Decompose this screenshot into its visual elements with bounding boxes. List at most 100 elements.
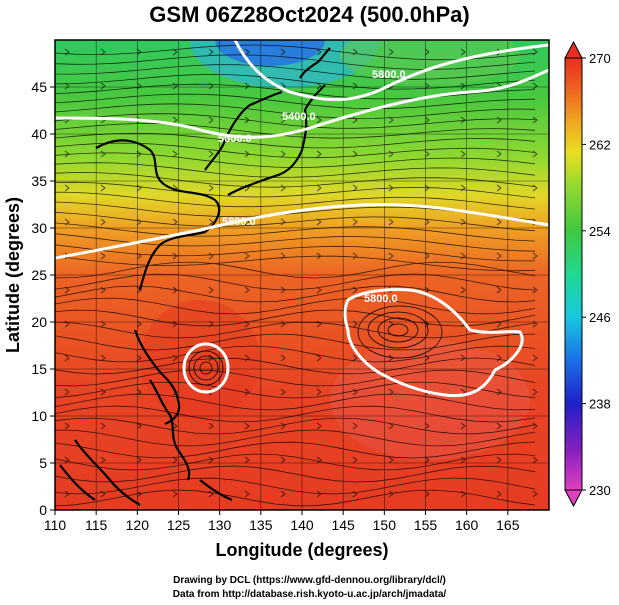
flow-arrow [280,388,286,396]
flow-arrow [244,490,250,498]
streamline [55,453,536,471]
flow-arrow [388,184,394,192]
flow-arrow [316,150,322,158]
flow-arrow [64,456,70,464]
flow-arrow [316,218,322,226]
flow-arrow [136,456,142,464]
x-tick-label: 130 [208,517,232,533]
x-tick-label: 135 [249,517,273,533]
flow-arrow [208,422,214,430]
streamline [55,309,536,327]
flow-arrow [100,286,106,294]
flow-arrow [172,82,178,90]
streamline [55,142,536,159]
flow-arrow [496,422,502,430]
typhoon-center [188,350,224,386]
colorbar-tick-label: 270 [589,51,611,66]
height-contours [55,40,549,398]
flow-arrow [244,388,250,396]
contour-label: 5600.0 [218,133,252,145]
streamline [55,152,536,169]
y-tick-label: 20 [31,314,47,330]
contour-5600 [55,68,549,139]
flow-arrow [280,490,286,498]
y-axis-label: Latitude (degrees) [3,197,23,353]
flow-arrow [64,422,70,430]
contour-label: 5800.0 [364,293,398,305]
y-tick-label: 5 [39,455,47,471]
flow-arrow [136,150,142,158]
flow-arrow [388,388,394,396]
flow-arrow [208,252,214,260]
streamline [55,222,536,242]
flow-arrow [280,252,286,260]
flow-arrow [172,252,178,260]
flow-arrow [100,456,106,464]
y-tick-label: 40 [31,126,47,142]
flow-arrow [280,218,286,226]
flow-arrow [244,82,250,90]
flow-arrow [352,456,358,464]
x-tick-label: 145 [331,517,355,533]
colorbar-tick-label: 238 [589,397,611,412]
streamline [55,345,536,363]
x-axis: 110 115 120 125 130 135 140 145 150 155 160 165 [44,510,520,533]
flow-arrow [352,48,358,56]
anticyclone-center [357,305,443,359]
y-tick-label: 0 [39,502,47,518]
flow-arrow [424,286,430,294]
colorbar-tick-label: 254 [589,224,611,239]
flow-arrow [316,422,322,430]
flow-arrow [244,456,250,464]
colorbar-min-arrow [564,489,583,508]
flow-arrow [280,354,286,362]
flow-arrow [532,116,538,124]
flow-arrow [460,490,466,498]
flow-arrow [316,388,322,396]
streamline [55,255,536,272]
flow-arrow [64,150,70,158]
flow-arrow [172,456,178,464]
flow-arrow [280,150,286,158]
flow-arrow [136,354,142,362]
y-tick-label: 45 [31,79,47,95]
flow-arrow [280,48,286,56]
flow-arrow [64,286,70,294]
flow-arrow [136,422,142,430]
credit-drawing: Drawing by DCL (https://www.gfd-dennou.o… [173,575,446,586]
flow-arrow [64,490,70,498]
flow-arrow [64,354,70,362]
flow-arrow [100,184,106,192]
streamline [55,181,536,199]
flow-arrow [496,388,502,396]
streamline [55,191,536,210]
flow-arrow [280,184,286,192]
flow-arrow [496,184,502,192]
streamline [55,417,536,435]
flow-arrow [280,116,286,124]
flow-arrow [172,286,178,294]
streamline [55,405,536,423]
streamline [55,261,536,279]
flow-arrow [496,150,502,158]
flow-arrow [424,490,430,498]
x-tick-label: 110 [44,517,67,533]
y-axis: 0 5 10 15 20 25 30 35 40 45 [31,79,55,518]
flow-arrow [388,150,394,158]
flow-arrow [532,252,538,260]
flow-arrow [388,252,394,260]
flow-arrow [172,218,178,226]
contour-5800-high [343,288,524,398]
flow-arrow [388,456,394,464]
flow-arrow [460,184,466,192]
flow-arrow [172,354,178,362]
flow-arrow [100,354,106,362]
flow-arrow [316,116,322,124]
flow-arrow [352,82,358,90]
flow-arrow [532,286,538,294]
streamline [55,54,536,70]
contour-label: 5800.0 [372,69,406,81]
flow-arrow [388,422,394,430]
flow-arrow [424,184,430,192]
flow-arrow [244,422,250,430]
